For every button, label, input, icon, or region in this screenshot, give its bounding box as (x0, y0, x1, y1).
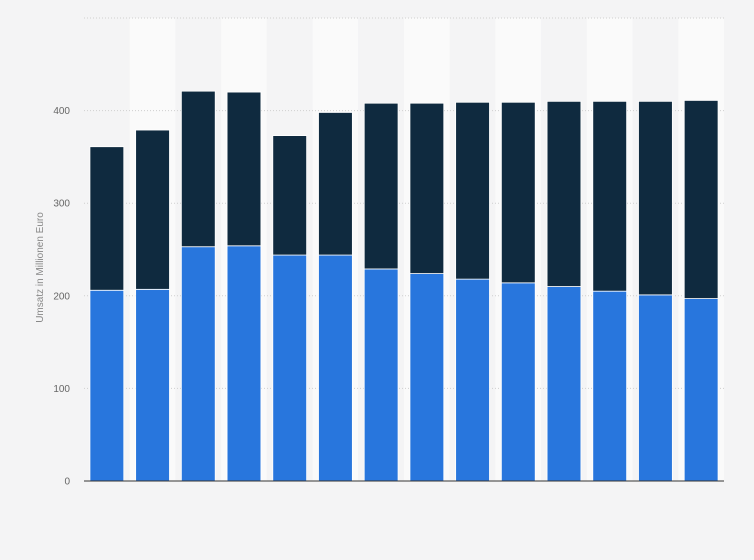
y-axis-title: Umsatz in Millionen Euro (35, 212, 46, 323)
bar-segment-series-1 (455, 278, 490, 482)
bar-segment-series-2 (363, 102, 399, 270)
bar-segment-series-2 (318, 112, 353, 256)
column-bands (84, 18, 724, 481)
y-tick-labels: 0 100 200 300 400 (53, 106, 70, 487)
bar-segment-series-1 (180, 246, 216, 482)
bar-segment-series-2 (180, 90, 216, 248)
bar-segment-series-1 (226, 245, 262, 482)
bar-segment-series-2 (683, 100, 719, 299)
y-tick-label: 300 (53, 199, 70, 210)
bar-segment-series-2 (89, 146, 125, 291)
bar-segment-series-2 (592, 100, 628, 292)
y-tick-label: 100 (53, 384, 70, 395)
y-tick-label: 200 (53, 291, 70, 302)
bar-segment-series-2 (409, 102, 445, 274)
bar-segment-series-2 (546, 100, 582, 287)
bar-segment-series-2 (638, 100, 673, 296)
bars (89, 90, 719, 482)
bar-segment-series-1 (272, 254, 308, 482)
bar-segment-series-2 (500, 101, 536, 284)
bar-segment-series-1 (500, 282, 536, 482)
y-tick-label: 400 (53, 106, 70, 117)
bar-segment-series-2 (272, 135, 308, 256)
bar-segment-series-1 (409, 273, 445, 482)
bar-segment-series-1 (592, 290, 628, 482)
bar-segment-series-2 (226, 91, 262, 247)
bar-segment-series-1 (318, 254, 353, 482)
bar-segment-series-1 (135, 288, 170, 482)
y-tick-label: 0 (64, 477, 70, 488)
bar-segment-series-1 (546, 286, 582, 482)
bar-segment-series-1 (363, 268, 399, 482)
bar-segment-series-1 (683, 298, 719, 482)
bar-segment-series-1 (89, 289, 125, 482)
bar-segment-series-1 (638, 294, 673, 482)
bar-segment-series-2 (135, 129, 170, 290)
bar-segment-series-2 (455, 101, 490, 280)
